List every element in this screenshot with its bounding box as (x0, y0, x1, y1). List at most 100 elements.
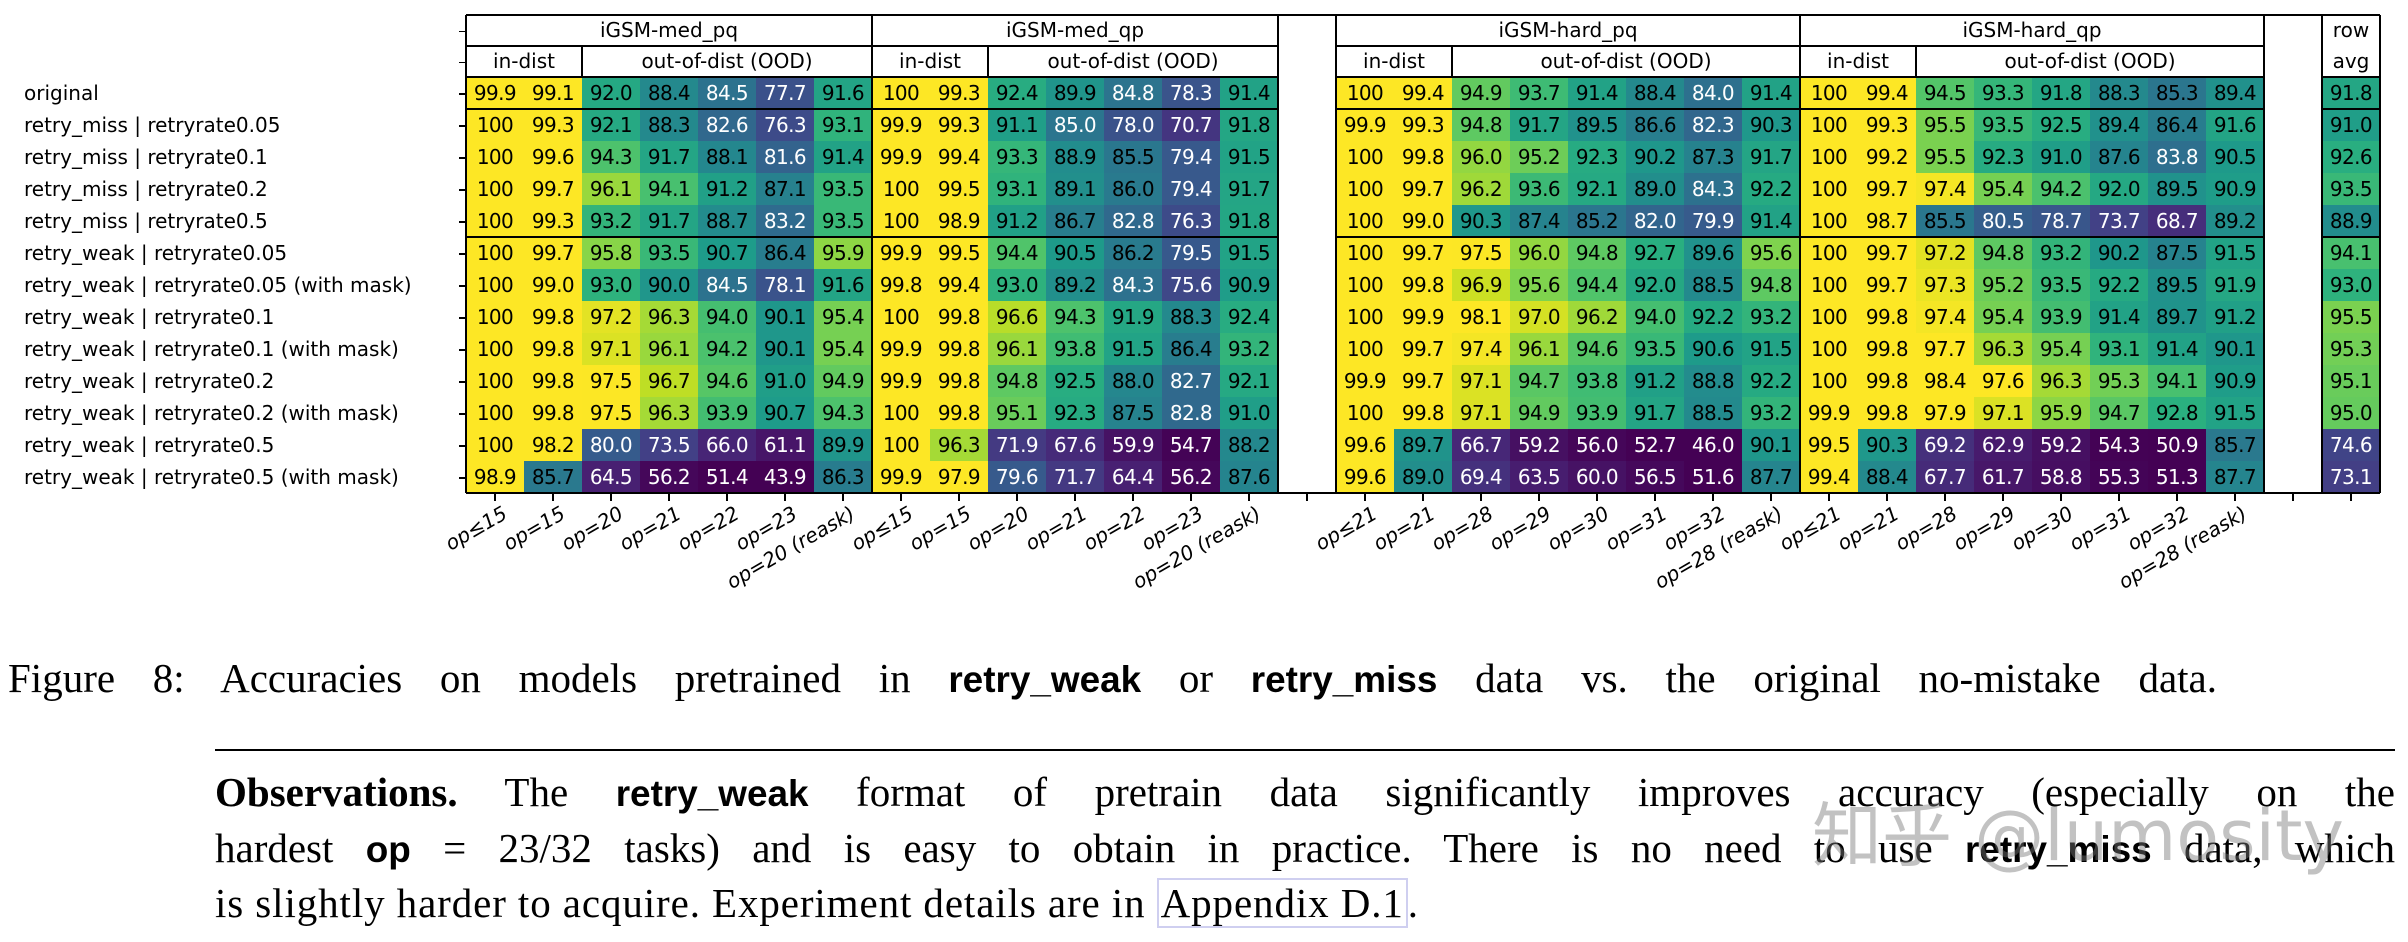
x-tick-label: op=20 (556, 501, 627, 556)
heatmap-cell: 89.9 (1046, 77, 1104, 109)
heatmap-cell: 91.4 (2148, 333, 2206, 365)
heatmap-cell: 91.1 (988, 109, 1046, 141)
heatmap-cell: 90.7 (698, 237, 756, 269)
heatmap-cell: 89.4 (2206, 77, 2264, 109)
appendix-link[interactable]: Appendix D.1 (1156, 878, 1408, 928)
heatmap-cell: 100 (466, 301, 524, 333)
x-tick-label: op=15 (904, 501, 975, 556)
heatmap-cell: 99.3 (524, 109, 582, 141)
heatmap-cell: 64.4 (1104, 461, 1162, 493)
heatmap-cell: 99.8 (1858, 333, 1916, 365)
text-segment: retry_miss (1965, 828, 2152, 870)
text-segment: . (1407, 880, 1419, 926)
heatmap-cell: 100 (1336, 237, 1394, 269)
heatmap-cell: 88.3 (640, 109, 698, 141)
heatmap-cell: 100 (1336, 269, 1394, 301)
heatmap-cell: 93.6 (1510, 173, 1568, 205)
x-tick (1828, 493, 1830, 501)
text-segment: is slightly harder to acquire. Experimen… (215, 880, 1157, 926)
heatmap-cell: 97.3 (1916, 269, 1974, 301)
text-segment: or (1141, 655, 1251, 701)
heatmap-cell: 100 (1336, 77, 1394, 109)
heatmap-cell: 99.4 (930, 141, 988, 173)
heatmap-cell: 100 (872, 429, 930, 461)
x-tick (1770, 493, 1772, 501)
heatmap-cell: 56.2 (1162, 461, 1220, 493)
heatmap-cell: 91.8 (1220, 205, 1278, 237)
heatmap-cell: 100 (1800, 333, 1858, 365)
heatmap-cell: 99.8 (930, 397, 988, 429)
heatmap-cell: 100 (1336, 141, 1394, 173)
heatmap-cell: 88.4 (640, 77, 698, 109)
heatmap-cell: 90.5 (2206, 141, 2264, 173)
heatmap-cell: 94.9 (814, 365, 872, 397)
heatmap-cell: 96.7 (640, 365, 698, 397)
heatmap-cell: 90.3 (1858, 429, 1916, 461)
row-label: retry_weak | retryrate0.1 (with mask) (24, 337, 399, 361)
text-segment: Figure 8: (8, 655, 185, 701)
text-segment: hardest (215, 824, 366, 871)
x-tick (2292, 493, 2294, 501)
heatmap-cell: 99.9 (872, 109, 930, 141)
heatmap-cell: 97.1 (1974, 397, 2032, 429)
heatmap-cell: 84.5 (698, 269, 756, 301)
heatmap-cell: 93.5 (1974, 109, 2032, 141)
heatmap-cell: 51.4 (698, 461, 756, 493)
heatmap-cell: 94.4 (988, 237, 1046, 269)
heatmap-cell: 59.9 (1104, 429, 1162, 461)
heatmap-cell: 89.5 (1568, 109, 1626, 141)
heatmap-cell: 93.0 (582, 269, 640, 301)
x-tick-label: op=29 (1948, 501, 2019, 556)
row-group-divider (1336, 235, 1800, 239)
heatmap-cell: 100 (1800, 109, 1858, 141)
heatmap-cell: 85.0 (1046, 109, 1104, 141)
heatmap-cell: 99.9 (872, 333, 930, 365)
block-divider (2320, 15, 2324, 493)
heatmap-cell: 97.0 (1510, 301, 1568, 333)
heatmap-cell: 91.6 (814, 77, 872, 109)
row-group-divider (2322, 235, 2380, 239)
heatmap-cell: 94.8 (1974, 237, 2032, 269)
heatmap-cell: 93.5 (2032, 269, 2090, 301)
row-group-divider (466, 235, 872, 239)
heatmap-cell: 79.6 (988, 461, 1046, 493)
heatmap-cell: 70.7 (1162, 109, 1220, 141)
heatmap-cell: 79.4 (1162, 141, 1220, 173)
heatmap-cell: 61.7 (1974, 461, 2032, 493)
heatmap-cell: 85.7 (524, 461, 582, 493)
heatmap-cell: 87.7 (2206, 461, 2264, 493)
row-label: retry_weak | retryrate0.2 (24, 369, 275, 393)
heatmap-cell: 95.5 (1916, 109, 1974, 141)
heatmap-cell: 96.6 (988, 301, 1046, 333)
heatmap-cell: 56.5 (1626, 461, 1684, 493)
x-tick (1712, 493, 1714, 501)
row-avg-cell: 95.1 (2322, 365, 2380, 397)
block-divider (2262, 15, 2266, 493)
heatmap-cell: 55.3 (2090, 461, 2148, 493)
block-divider (464, 15, 468, 493)
heatmap-cell: 93.2 (1742, 301, 1800, 333)
heatmap-cell: 100 (1336, 301, 1394, 333)
heatmap-cell: 56.0 (1568, 429, 1626, 461)
heatmap-cell: 95.4 (2032, 333, 2090, 365)
x-tick (1596, 493, 1598, 501)
heatmap-cell: 91.7 (640, 205, 698, 237)
x-tick (1654, 493, 1656, 501)
heatmap-cell: 99.9 (872, 365, 930, 397)
heatmap-cell: 97.2 (582, 301, 640, 333)
x-tick (842, 493, 844, 501)
heatmap-cell: 93.7 (1510, 77, 1568, 109)
x-tick-label: op≤21 (1310, 501, 1381, 556)
y-tick (459, 30, 466, 32)
heatmap-cell: 99.3 (930, 109, 988, 141)
heatmap-cell: 99.4 (1800, 461, 1858, 493)
heatmap-cell: 54.3 (2090, 429, 2148, 461)
text-segment: data vs. the original no-mistake data. (1437, 655, 2217, 701)
heatmap-cell: 100 (466, 365, 524, 397)
heatmap-cell: 79.9 (1684, 205, 1742, 237)
heatmap-cell: 50.9 (2148, 429, 2206, 461)
y-tick (459, 189, 466, 191)
heatmap-cell: 100 (466, 429, 524, 461)
x-tick (2234, 493, 2236, 501)
heatmap-cell: 93.0 (988, 269, 1046, 301)
